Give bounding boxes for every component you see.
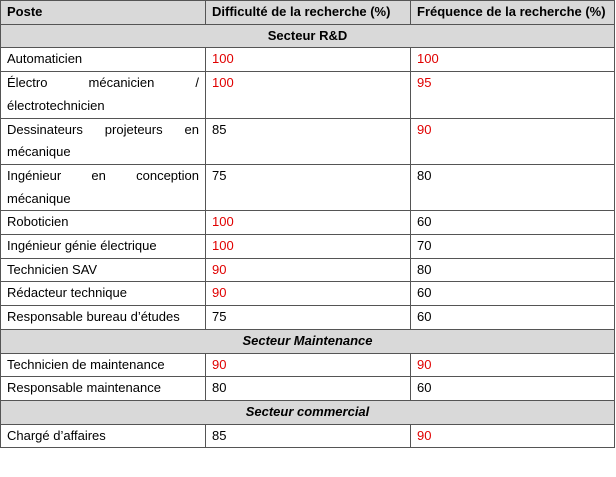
data-row: Responsable maintenance 80 60 xyxy=(0,376,615,401)
difficulte-cell: 100 xyxy=(205,234,411,259)
data-row: Électro mécanicien /électrotechnicien 100… xyxy=(0,71,615,119)
frequence-cell: 60 xyxy=(410,305,615,330)
frequence-cell: 90 xyxy=(410,352,615,378)
difficulte-cell: 75 xyxy=(205,163,411,212)
data-row: Ingénieur en conception mécanique 75 80 xyxy=(0,163,615,212)
poste-cell: Chargé d’affaires xyxy=(0,423,206,449)
frequence-cell: 80 xyxy=(410,163,615,212)
frequence-cell: 60 xyxy=(410,281,615,307)
difficulte-cell: 85 xyxy=(205,117,411,165)
poste-cell: Technicien SAV xyxy=(0,257,206,283)
data-row: Ingénieur génie électrique 100 70 xyxy=(0,234,615,259)
difficulte-cell: 100 xyxy=(205,210,411,236)
poste-cell: Rédacteur technique xyxy=(0,281,206,307)
difficulte-cell: 100 xyxy=(205,71,411,119)
section-title: Secteur Maintenance xyxy=(0,328,615,354)
frequence-cell: 90 xyxy=(410,117,615,165)
poste-cell: Ingénieur en conception mécanique xyxy=(0,163,206,212)
data-row: Rédacteur technique 90 60 xyxy=(0,281,615,307)
difficulte-cell: 75 xyxy=(205,305,411,330)
frequence-cell: 90 xyxy=(410,423,615,449)
difficulte-cell: 90 xyxy=(205,352,411,378)
poste-cell: Responsable maintenance xyxy=(0,376,206,401)
frequence-cell: 95 xyxy=(410,71,615,119)
frequence-cell: 100 xyxy=(410,47,615,73)
frequence-cell: 60 xyxy=(410,210,615,236)
frequence-cell: 70 xyxy=(410,234,615,259)
table-body: Secteur R&D Automaticien 100 100 Électro méc… xyxy=(0,23,615,449)
data-row: Responsable bureau d’études 75 60 xyxy=(0,305,615,330)
section-row: Secteur commercial xyxy=(0,399,615,425)
poste-cell: Dessinateurs projeteurs en mécanique xyxy=(0,117,206,165)
data-row: Roboticien 100 60 xyxy=(0,210,615,236)
poste-cell: Roboticien xyxy=(0,210,206,236)
poste-cell: Technicien de maintenance xyxy=(0,352,206,378)
header-cell: Fréquence de la recherche (%) xyxy=(410,0,615,25)
data-row: Chargé d’affaires 85 90 xyxy=(0,423,615,449)
data-row: Dessinateurs projeteurs en mécanique 85 90 xyxy=(0,117,615,165)
frequence-cell: 80 xyxy=(410,257,615,283)
data-row: Automaticien 100 100 xyxy=(0,47,615,73)
header-cell: Poste xyxy=(0,0,206,25)
header-row: Poste Difficulté de la recherche (%) Fré… xyxy=(0,0,615,25)
section-title: Secteur R&D xyxy=(0,23,615,49)
section-row: Secteur R&D xyxy=(0,23,615,49)
section-title: Secteur commercial xyxy=(0,399,615,425)
difficulte-cell: 90 xyxy=(205,281,411,307)
frequence-cell: 60 xyxy=(410,376,615,401)
difficulte-cell: 100 xyxy=(205,47,411,73)
job-table: Poste Difficulté de la recherche (%) Fré… xyxy=(0,0,615,449)
difficulte-cell: 85 xyxy=(205,423,411,449)
poste-cell: Électro mécanicien /électrotechnicien xyxy=(0,71,206,119)
poste-cell: Automaticien xyxy=(0,47,206,73)
difficulte-cell: 80 xyxy=(205,376,411,401)
poste-cell: Responsable bureau d’études xyxy=(0,305,206,330)
header-cell: Difficulté de la recherche (%) xyxy=(205,0,411,25)
data-row: Technicien SAV 90 80 xyxy=(0,257,615,283)
difficulte-cell: 90 xyxy=(205,257,411,283)
poste-cell: Ingénieur génie électrique xyxy=(0,234,206,259)
section-row: Secteur Maintenance xyxy=(0,328,615,354)
data-row: Technicien de maintenance 90 90 xyxy=(0,352,615,378)
